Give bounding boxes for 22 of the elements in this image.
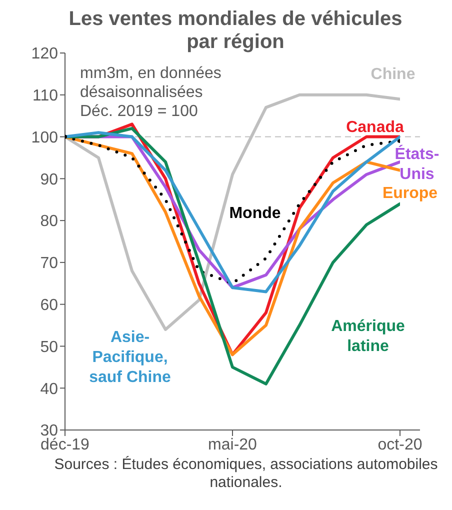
series-label: Canada — [345, 118, 405, 138]
y-tick-label: 60 — [40, 297, 58, 314]
series-label: Europe — [381, 184, 439, 204]
series-label: Chine — [370, 65, 416, 85]
y-tick-label: 40 — [40, 380, 58, 398]
text: Asie-Pacifique, sauf Chine — [88, 328, 172, 388]
x-tick-label: déc-19 — [40, 436, 90, 454]
y-tick-label: 70 — [40, 255, 58, 272]
x-tick-label: oct-20 — [378, 436, 422, 454]
y-tick-label: 80 — [40, 213, 58, 230]
series-label: Monde — [228, 204, 282, 224]
chart-title: Les ventes mondiales de véhicules par région — [68, 8, 404, 54]
y-tick-label: 110 — [32, 88, 58, 105]
series-label: Amérique latine — [330, 317, 406, 357]
y-tick-label: 100 — [31, 129, 58, 146]
y-tick-label: 120 — [31, 46, 58, 63]
text: mm3m, en données désaisonnalisées Déc. 2019 = 100 — [80, 64, 222, 121]
y-tick-label: 50 — [40, 338, 58, 356]
source-note: Sources : Études économiques, associations automobiles nationales. — [53, 456, 439, 492]
series-label: États-Unis — [394, 145, 440, 185]
y-tick-label: 90 — [40, 171, 58, 188]
x-tick-label: mai-20 — [208, 436, 258, 454]
